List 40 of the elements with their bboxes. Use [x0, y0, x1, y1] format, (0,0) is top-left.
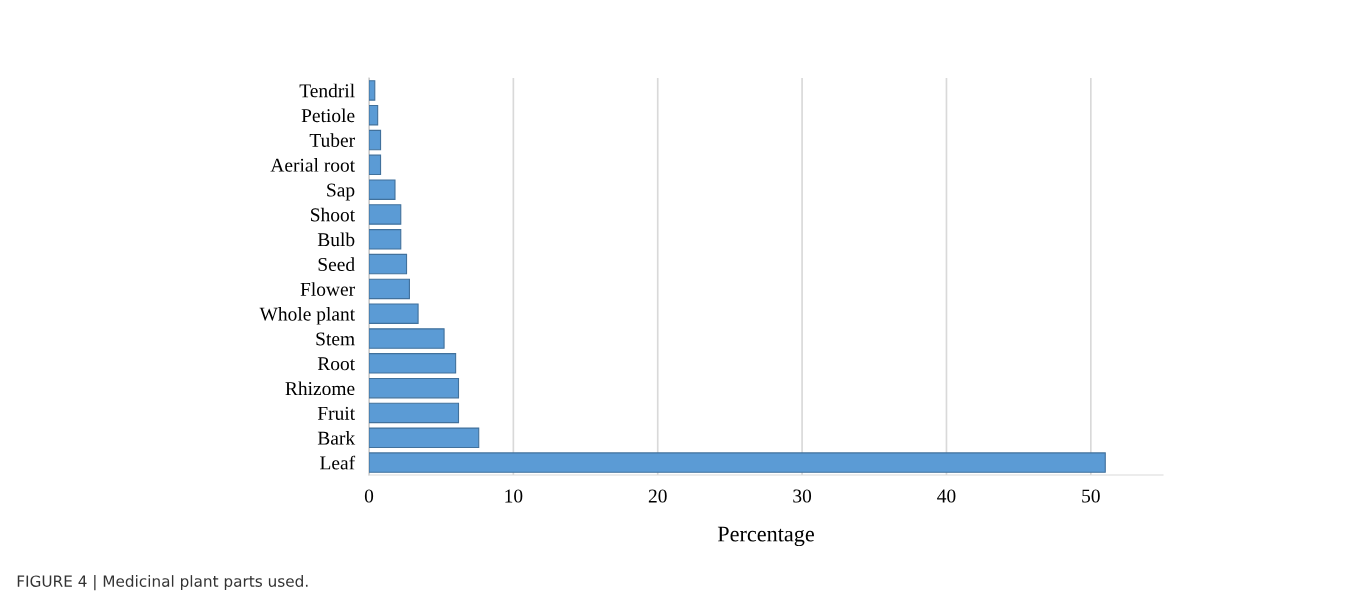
x-tick-label: 50	[1082, 489, 1100, 503]
bar	[369, 303, 419, 324]
y-tick-label: Fruit	[317, 406, 355, 420]
y-tick-label: Aerial root	[270, 158, 355, 172]
bar	[369, 253, 408, 275]
x-axis-title: Percentage	[717, 526, 814, 547]
y-tick-label: Tendril	[299, 83, 355, 98]
bar	[369, 129, 382, 151]
bar	[369, 452, 1106, 473]
bar	[369, 353, 457, 374]
x-tick-label: 40	[937, 489, 956, 503]
y-tick-label: Bulb	[317, 232, 355, 247]
y-tick-label: Root	[317, 357, 355, 371]
y-tick-label: Petiole	[301, 108, 355, 123]
y-tick-label: Stem	[316, 332, 355, 346]
x-tick-label: 10	[505, 489, 523, 503]
y-tick-label: Rhizome	[285, 381, 355, 396]
y-tick-label: Bark	[317, 431, 356, 445]
bar	[369, 80, 376, 101]
bar	[369, 229, 402, 250]
y-tick-label: Tuber	[309, 133, 355, 147]
bar	[369, 328, 445, 349]
y-tick-label: Flower	[300, 282, 355, 296]
bar	[369, 104, 379, 126]
y-tick-label: Whole plant	[259, 306, 355, 325]
y-tick-label: Sap	[327, 183, 355, 201]
x-tick-label: 20	[648, 489, 667, 503]
y-tick-label: Leaf	[320, 455, 356, 470]
bar	[369, 402, 460, 424]
y-tick-label: Shoot	[311, 207, 355, 222]
bar	[369, 154, 382, 176]
y-tick-label: Seed	[318, 257, 355, 272]
caption: FIGURE 4 | Medicinal plant parts used.	[17, 575, 308, 591]
bar	[369, 377, 460, 399]
x-tick-label: 0	[364, 489, 374, 503]
bar	[369, 427, 480, 449]
bar	[369, 179, 396, 200]
x-tick-label: 30	[793, 489, 812, 503]
bar	[369, 278, 410, 300]
bar	[369, 204, 402, 225]
